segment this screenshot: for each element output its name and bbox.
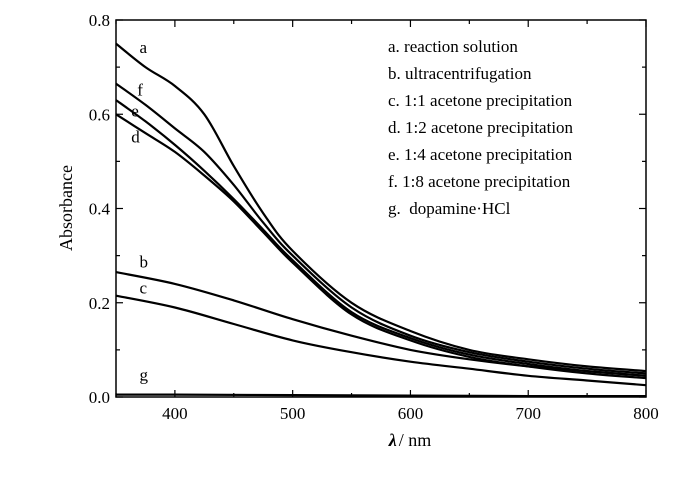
curve-label-e: e xyxy=(131,102,139,121)
legend-item-d: d. 1:2 acetone precipitation xyxy=(388,118,574,137)
series-line-b xyxy=(115,271,647,377)
series-line-f xyxy=(115,82,647,375)
curve-label-a: a xyxy=(140,38,148,57)
x-axis-symbol: λ xyxy=(388,430,397,450)
legend-item-g: g. dopamine·HCl xyxy=(388,199,511,218)
curve-label-d: d xyxy=(131,128,140,147)
x-tick-label: 400 xyxy=(162,404,188,423)
x-tick-label: 500 xyxy=(280,404,306,423)
y-tick-label: 0.4 xyxy=(89,200,111,219)
plot-frame xyxy=(115,19,647,398)
y-tick-label: 0.6 xyxy=(89,105,110,124)
x-tick-label: 600 xyxy=(398,404,424,423)
y-axis-title: Absorbance xyxy=(56,165,76,251)
ticks-group: 400 500 600 700 800 0.0 0.2 0.4 0.6 0.8 xyxy=(89,11,659,423)
curve-label-c: c xyxy=(140,278,148,297)
series-line-e xyxy=(115,99,647,377)
legend-item-a: a. reaction solution xyxy=(388,37,518,56)
y-tick-label: 0.0 xyxy=(89,388,110,407)
series-line-c xyxy=(115,294,647,387)
legend-item-b: b. ultracentrifugation xyxy=(388,64,532,83)
y-tick-label: 0.8 xyxy=(89,11,110,30)
legend-item-e: e. 1:4 acetone precipitation xyxy=(388,145,573,164)
x-tick-label: 800 xyxy=(633,404,659,423)
series-line-a xyxy=(115,42,647,373)
curve-label-b: b xyxy=(140,252,149,271)
legend-item-f: f. 1:8 acetone precipitation xyxy=(388,172,571,191)
curve-label-g: g xyxy=(140,366,149,385)
axes-group xyxy=(115,19,647,398)
series-line-g xyxy=(115,393,646,398)
legend: a. reaction solution b. ultracentrifugat… xyxy=(388,37,574,218)
legend-item-c: c. 1:1 acetone precipitation xyxy=(388,91,573,110)
x-tick-label: 700 xyxy=(515,404,541,423)
curve-label-f: f xyxy=(137,80,143,99)
x-axis-unit: / nm xyxy=(399,430,432,450)
curve-labels-group: a fed bc g xyxy=(131,38,148,385)
y-tick-label: 0.2 xyxy=(89,294,110,313)
x-axis-title: λ / nm xyxy=(388,430,432,450)
